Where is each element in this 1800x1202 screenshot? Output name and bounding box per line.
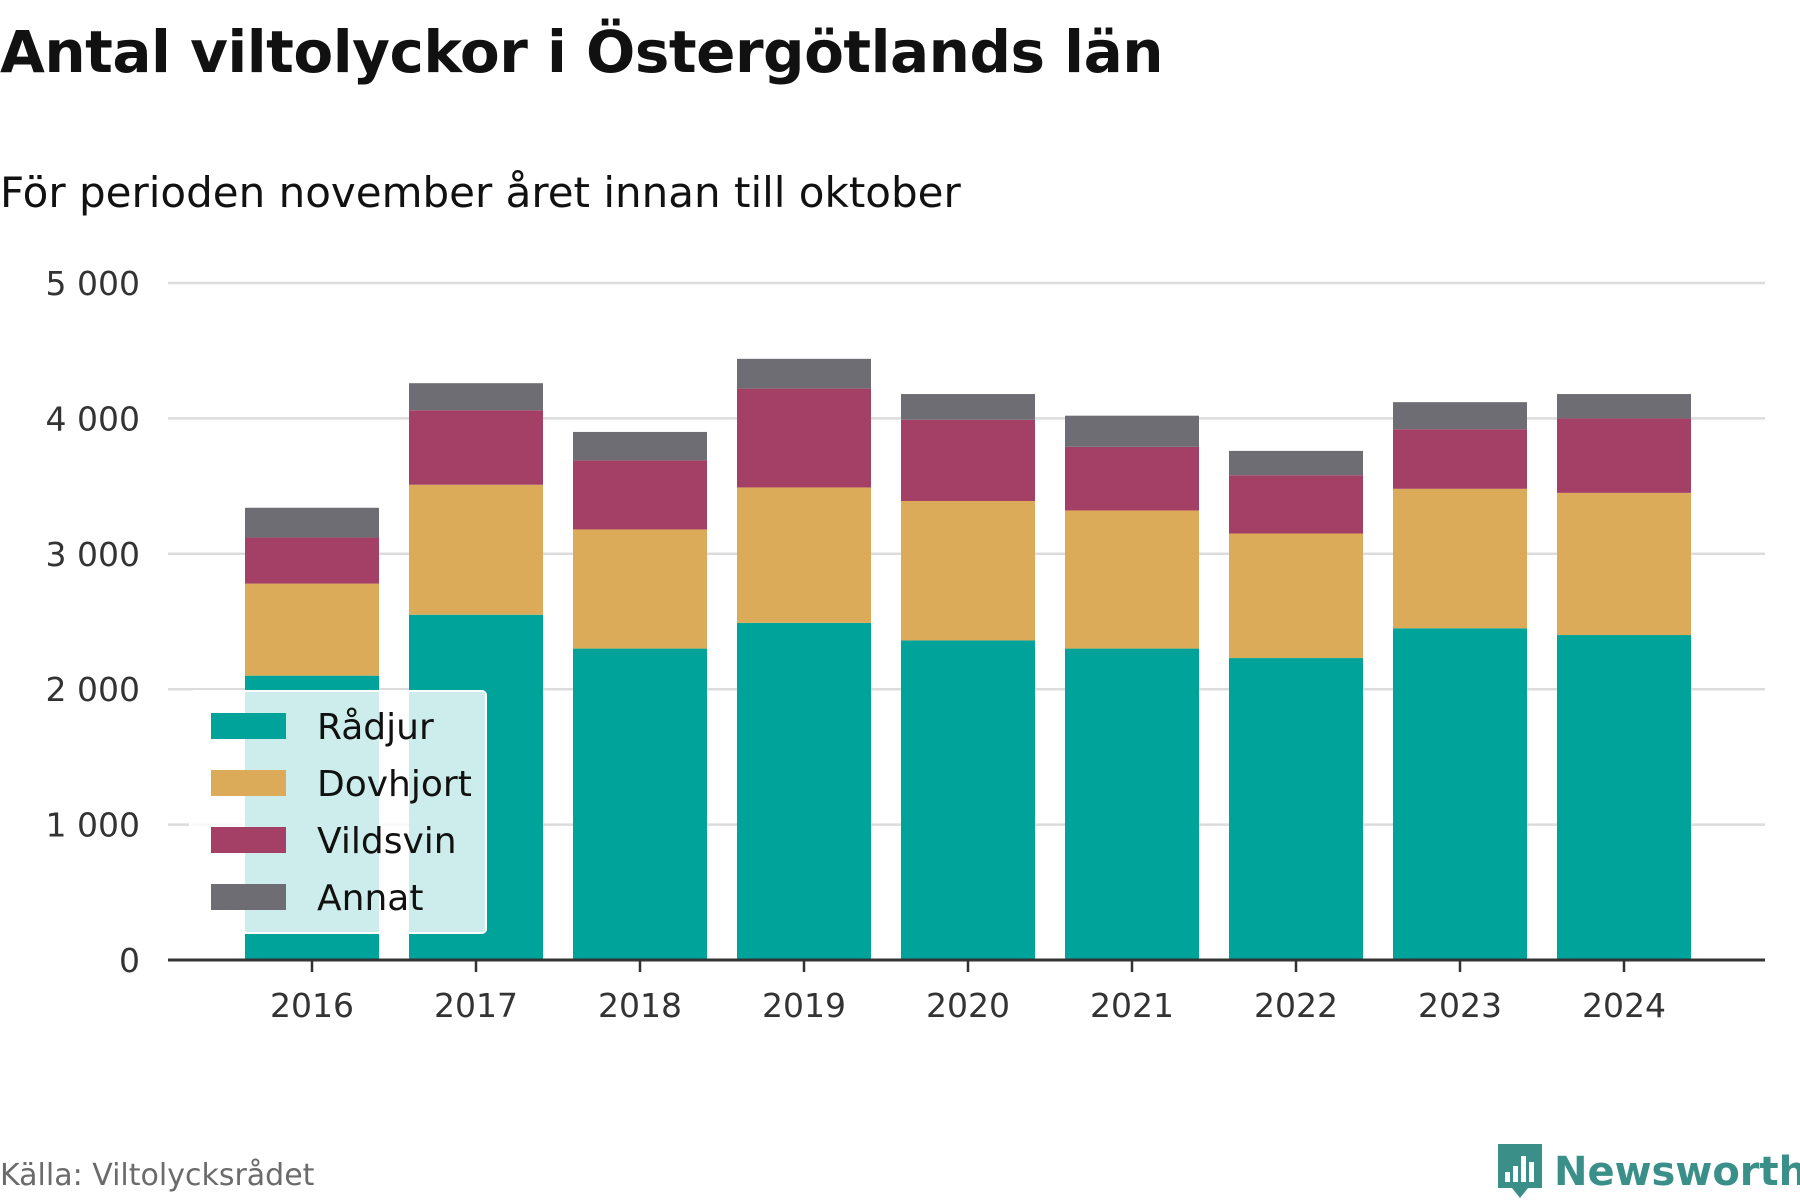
bar-segment-vildsvin-2021 <box>1065 446 1199 511</box>
bar-segment-vildsvin-2020 <box>901 419 1035 501</box>
bar-chart-speech-bubble-icon <box>1498 1144 1542 1198</box>
y-axis-ticks: 0 1 000 2 000 3 000 4 000 5 000 <box>46 264 140 980</box>
bar-segment-annat-2024 <box>1557 394 1691 419</box>
bar-segment-dovhjort-2017 <box>409 484 543 615</box>
y-tick-label: 5 000 <box>46 264 140 303</box>
bar-segment-dovhjort-2016 <box>245 583 379 676</box>
legend: Rådjur Dovhjort Vildsvin Annat <box>189 690 487 934</box>
legend-swatch-annat <box>211 884 286 910</box>
bar-segment-dovhjort-2021 <box>1065 510 1199 649</box>
bar-segment-dovhjort-2022 <box>1229 533 1363 659</box>
bar-segment-vildsvin-2024 <box>1557 418 1691 493</box>
bar-segment-dovhjort-2019 <box>737 487 871 623</box>
chart-title: Antal viltolyckor i Östergötlands län <box>0 18 1164 86</box>
y-tick-label: 3 000 <box>46 535 140 574</box>
bar-segment-rådjur-2023 <box>1393 628 1527 960</box>
bar-segment-annat-2019 <box>737 358 871 389</box>
x-tick-label: 2019 <box>762 986 846 1025</box>
x-axis <box>168 958 1765 972</box>
y-tick-label: 1 000 <box>46 806 140 845</box>
bar-segment-annat-2023 <box>1393 402 1527 430</box>
legend-box <box>189 690 487 934</box>
bar-segment-vildsvin-2018 <box>573 460 707 530</box>
bar-segment-annat-2018 <box>573 431 707 461</box>
x-tick-label: 2020 <box>926 986 1010 1025</box>
x-tick-label: 2018 <box>598 986 682 1025</box>
x-tick-label: 2022 <box>1254 986 1338 1025</box>
legend-swatch-vildsvin <box>211 827 286 853</box>
x-axis-ticks: 2016 2017 2018 2019 2020 2021 2022 2023 2024 <box>270 986 1666 1025</box>
legend-label-annat: Annat <box>317 878 423 919</box>
bar-segment-dovhjort-2018 <box>573 529 707 649</box>
source-note: Källa: Viltolycksrådet <box>0 1158 315 1193</box>
x-tick-label: 2023 <box>1418 986 1502 1025</box>
bar-segment-dovhjort-2024 <box>1557 492 1691 636</box>
bar-segment-annat-2021 <box>1065 415 1199 447</box>
bar-segment-vildsvin-2017 <box>409 410 543 485</box>
bar-segment-rådjur-2020 <box>901 640 1035 960</box>
y-tick-label: 4 000 <box>46 399 140 438</box>
bar-segment-vildsvin-2022 <box>1229 475 1363 534</box>
brand-name: Newsworthy <box>1554 1149 1800 1195</box>
x-tick-label: 2021 <box>1090 986 1174 1025</box>
bar-segment-rådjur-2022 <box>1229 658 1363 960</box>
bar-segment-vildsvin-2023 <box>1393 429 1527 489</box>
bar-segment-rådjur-2021 <box>1065 648 1199 960</box>
bar-segment-rådjur-2019 <box>737 622 871 960</box>
legend-label-rådjur: Rådjur <box>317 707 434 748</box>
legend-swatch-dovhjort <box>211 770 286 796</box>
brand-logo: Newsworthy <box>1496 1142 1800 1202</box>
bar-segment-dovhjort-2020 <box>901 500 1035 641</box>
bar-segment-annat-2022 <box>1229 450 1363 476</box>
bar-segment-rådjur-2024 <box>1557 635 1691 960</box>
legend-label-dovhjort: Dovhjort <box>317 764 472 805</box>
bar-segment-rådjur-2018 <box>573 648 707 960</box>
legend-swatch-rådjur <box>211 713 286 739</box>
bar-segment-vildsvin-2019 <box>737 388 871 488</box>
bar-segment-annat-2017 <box>409 383 543 411</box>
x-tick-label: 2016 <box>270 986 354 1025</box>
chart-subtitle: För perioden november året innan till ok… <box>0 168 961 217</box>
bar-segment-annat-2020 <box>901 394 1035 420</box>
x-tick-label: 2024 <box>1582 986 1666 1025</box>
bar-segment-annat-2016 <box>245 507 379 538</box>
y-tick-label: 0 <box>119 941 140 980</box>
y-tick-label: 2 000 <box>46 670 140 709</box>
bar-segment-vildsvin-2016 <box>245 537 379 584</box>
bar-segment-dovhjort-2023 <box>1393 488 1527 629</box>
legend-label-vildsvin: Vildsvin <box>317 821 457 862</box>
x-tick-label: 2017 <box>434 986 518 1025</box>
